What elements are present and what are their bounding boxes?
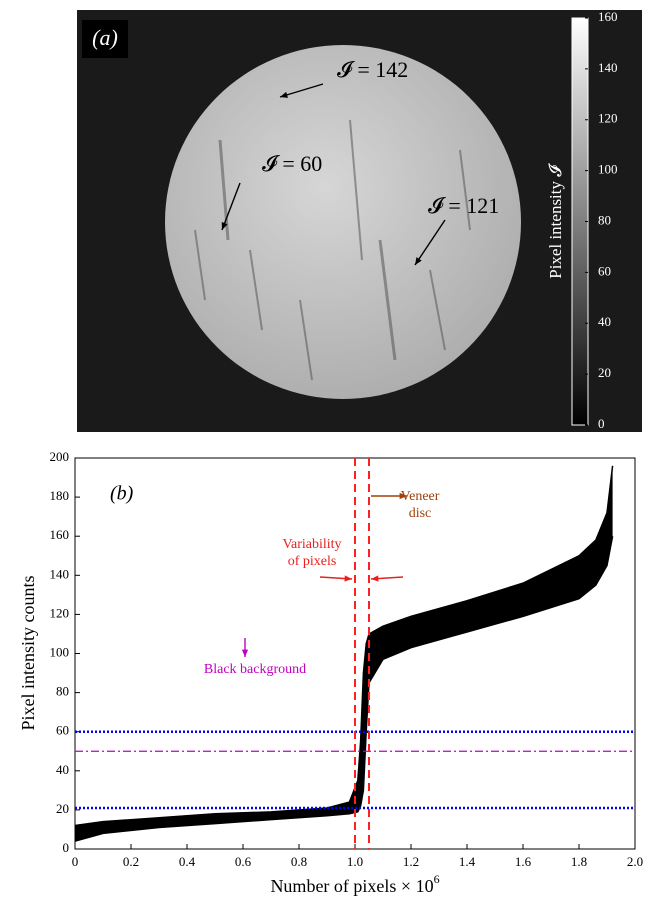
annotation: Variability (282, 537, 341, 552)
arrow-head (399, 492, 407, 500)
y-tick-label: 180 (50, 488, 70, 503)
x-axis-label: Number of pixels × 106 (270, 872, 439, 896)
panel-label-box (82, 20, 128, 58)
y-tick-label: 120 (50, 605, 70, 620)
annotation: disc (409, 506, 432, 521)
annotation: Veneer (401, 489, 440, 504)
annotation: 𝓘 = 142 (337, 57, 408, 82)
colorbar-tick-label: 20 (598, 365, 611, 380)
y-tick-label: 40 (56, 762, 69, 777)
colorbar-tick-label: 120 (598, 111, 618, 126)
colorbar-tick-label: 60 (598, 263, 611, 278)
x-tick-label: 1.2 (403, 854, 419, 869)
x-axis-label-text: Number of pixels × 10 (270, 876, 433, 896)
arrow-head (344, 575, 352, 582)
arrow-head (221, 222, 228, 230)
colorbar-tick-label: 140 (598, 60, 618, 75)
y-tick-label: 80 (56, 684, 69, 699)
colorbar-tick-label: 40 (598, 314, 611, 329)
y-tick-label: 140 (50, 566, 70, 581)
arrow (221, 182, 241, 231)
arrow-head (280, 91, 288, 98)
arrow-head (371, 575, 379, 582)
colorbar-tick-label: 0 (598, 416, 605, 431)
series-line (74, 536, 614, 842)
x-tick-label: 1.0 (347, 854, 363, 869)
grain-streaks (194, 119, 471, 381)
x-tick-label: 0.8 (291, 854, 307, 869)
veneer-disc (165, 45, 521, 399)
colorbar-tick-label: 160 (598, 9, 618, 24)
x-axis-label-exponent: 6 (434, 872, 440, 886)
y-tick-label: 60 (56, 723, 69, 738)
y-axis-label: Pixel intensity counts (18, 576, 38, 731)
arrow (279, 83, 324, 98)
annotation: Black background (204, 662, 306, 677)
annotation: of pixels (288, 554, 337, 569)
y-tick-label: 200 (50, 449, 70, 464)
arrow (414, 219, 446, 266)
x-tick-label: 1.4 (459, 854, 476, 869)
x-tick-label: 1.8 (571, 854, 587, 869)
colorbar-tick-label: 80 (598, 212, 611, 227)
y-tick-label: 20 (56, 801, 69, 816)
y-tick-label: 160 (50, 527, 70, 542)
x-tick-label: 0 (72, 854, 79, 869)
annotation: 𝓘 = 60 (262, 151, 322, 176)
series-line (74, 465, 614, 827)
x-tick-label: 1.6 (515, 854, 532, 869)
x-tick-label: 0.4 (179, 854, 196, 869)
y-tick-label: 100 (50, 644, 70, 659)
colorbar-tick-label: 100 (598, 162, 618, 177)
y-tick-label: 0 (63, 840, 70, 855)
arrow-head (241, 649, 249, 657)
annotation: 𝓘 = 121 (428, 193, 499, 218)
arrow-head (415, 257, 422, 265)
x-tick-label: 0.6 (235, 854, 252, 869)
band-fill (75, 465, 613, 842)
x-tick-label: 2.0 (627, 854, 643, 869)
panel-label: (b) (110, 483, 134, 505)
panel-label: (a) (92, 25, 118, 50)
x-tick-label: 0.2 (123, 854, 139, 869)
colorbar-label: Pixel intensity 𝓘 (546, 163, 565, 279)
